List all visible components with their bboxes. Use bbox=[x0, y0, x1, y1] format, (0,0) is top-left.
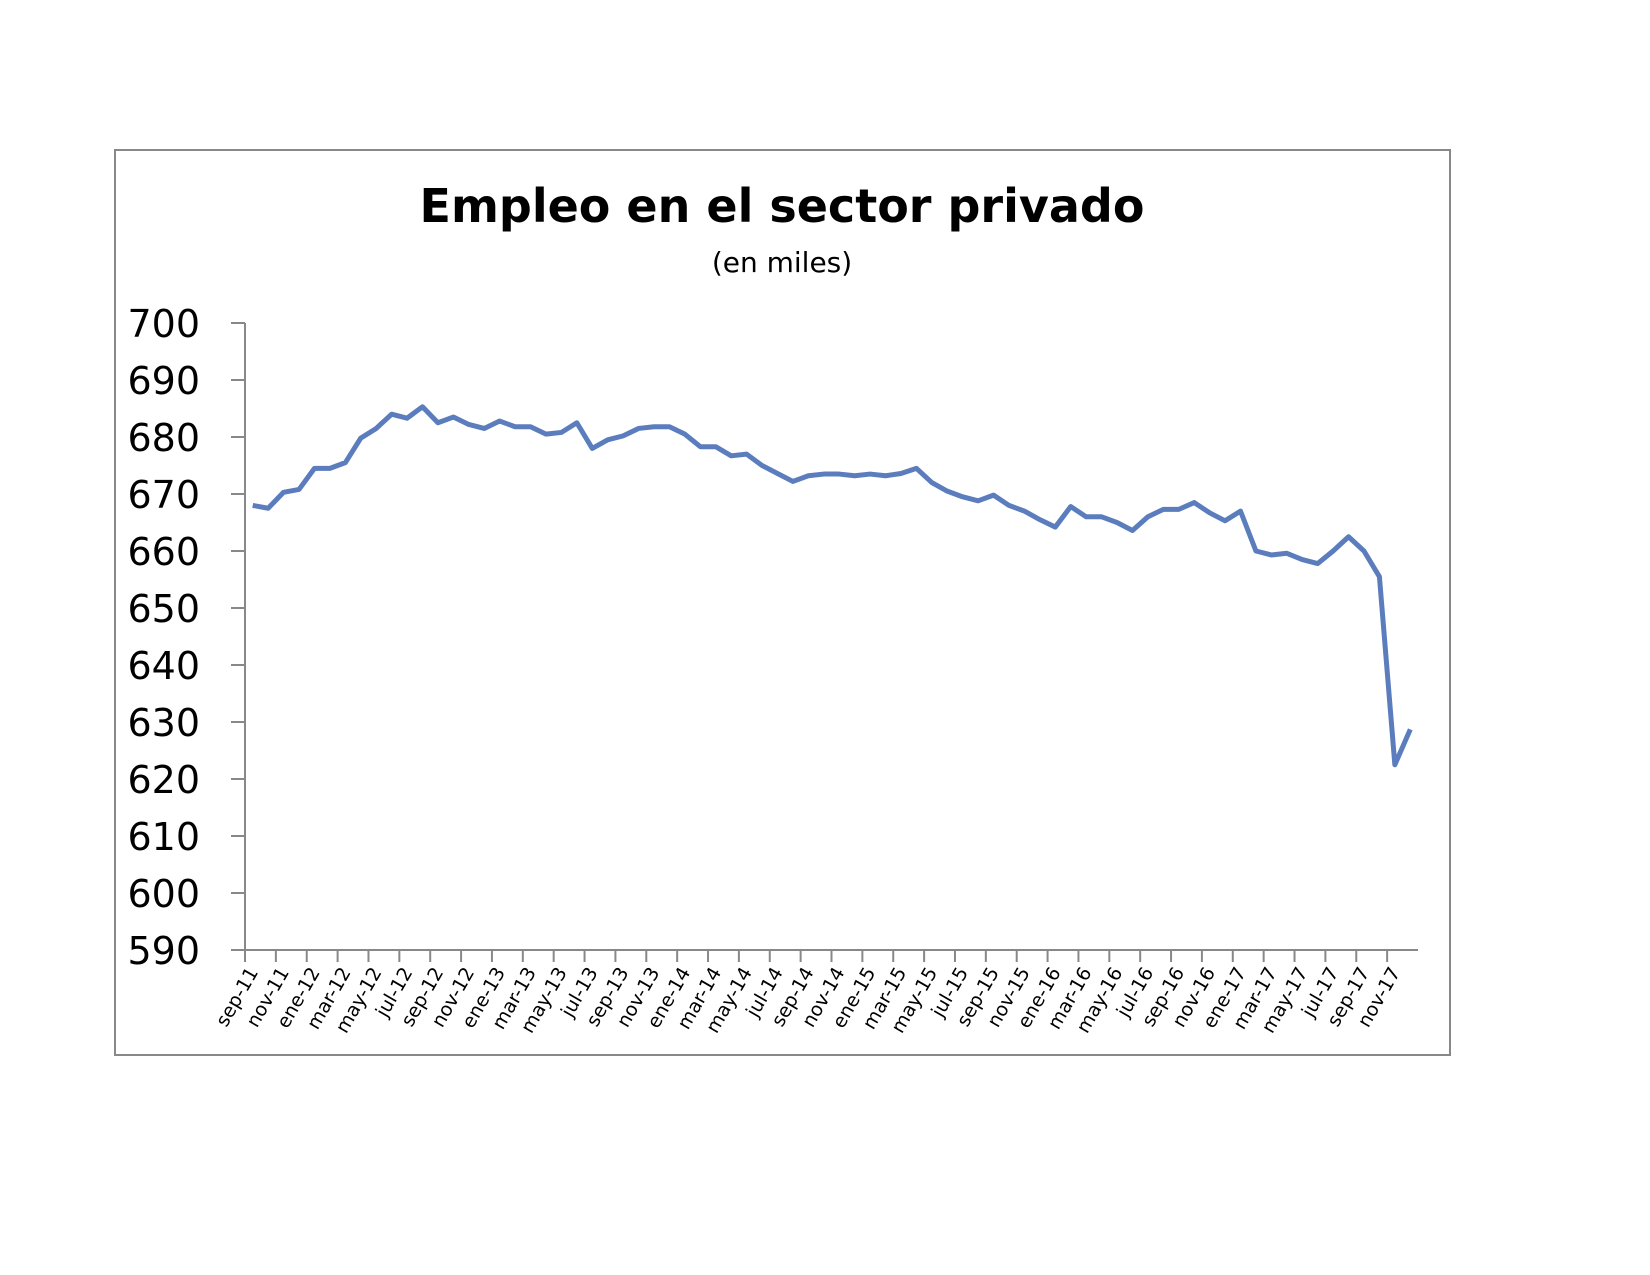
y-tick-label: 670 bbox=[127, 473, 200, 517]
y-tick-label: 680 bbox=[127, 416, 200, 460]
chart-border bbox=[114, 149, 1451, 1056]
chart-title: Empleo en el sector privado bbox=[420, 179, 1145, 233]
y-tick-label: 700 bbox=[127, 302, 200, 346]
y-tick-label: 620 bbox=[127, 758, 200, 802]
data-line bbox=[252, 404, 1413, 768]
y-tick-label: 630 bbox=[127, 701, 200, 745]
y-tick-label: 650 bbox=[127, 587, 200, 631]
y-tick-label: 610 bbox=[127, 815, 200, 859]
y-tick-label: 590 bbox=[127, 929, 200, 973]
y-tick-label: 660 bbox=[127, 530, 200, 574]
y-tick-label: 690 bbox=[127, 359, 200, 403]
chart-subtitle: (en miles) bbox=[712, 246, 852, 279]
y-tick-label: 640 bbox=[127, 644, 200, 688]
y-tick-label: 600 bbox=[127, 872, 200, 916]
